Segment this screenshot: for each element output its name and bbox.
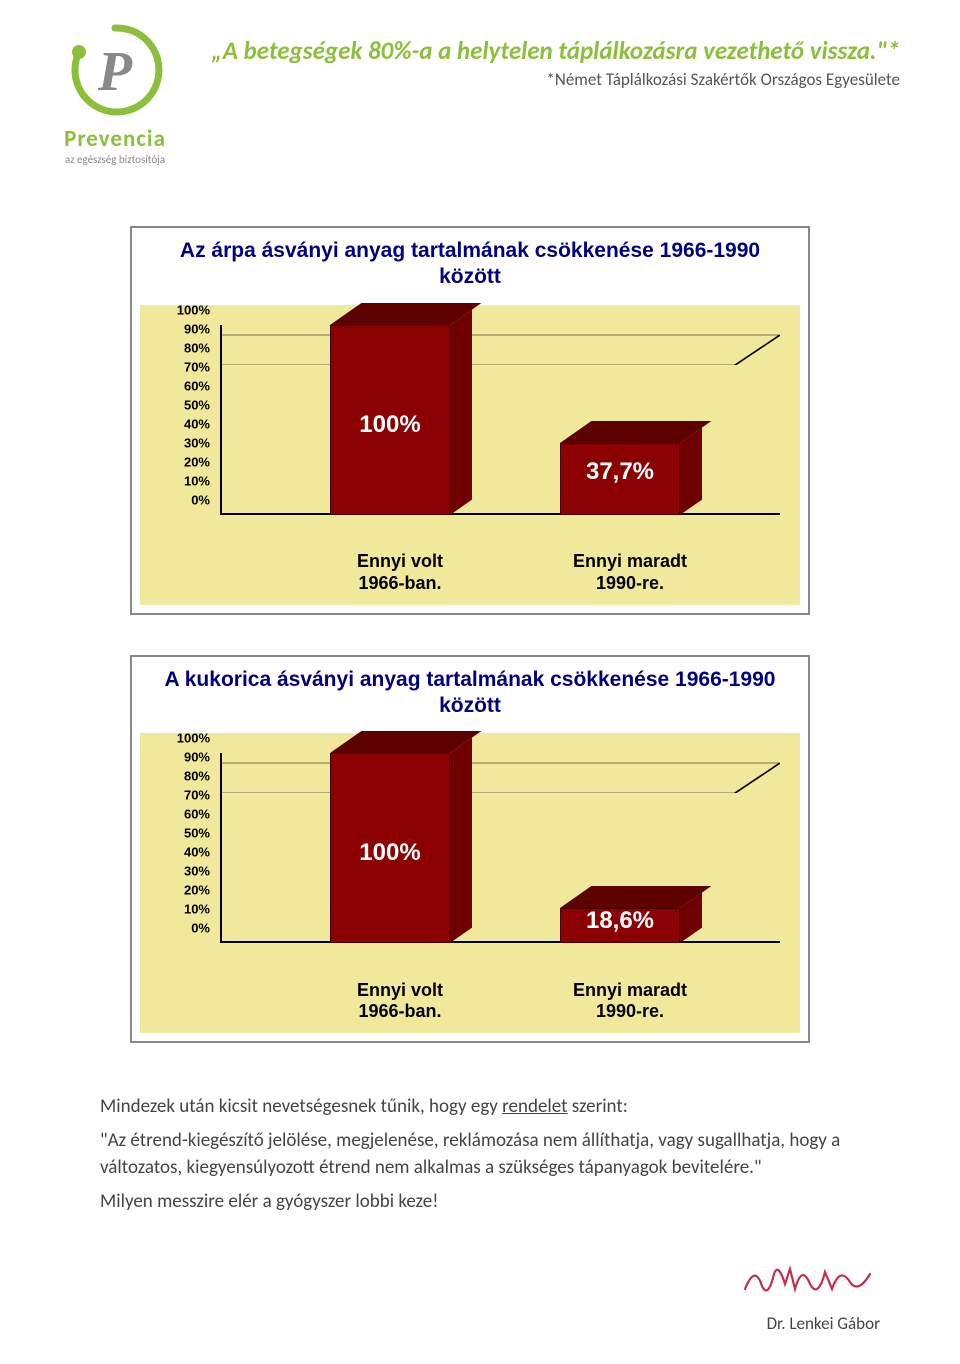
body-intro: Mindezek után kicsit nevetségesnek tűnik… xyxy=(100,1095,502,1118)
y-tick: 90% xyxy=(155,321,210,336)
chart-2: A kukorica ásványi anyag tartalmának csö… xyxy=(130,655,810,1044)
chart-1-plot: 100%37,7% Ennyi volt1966-ban.Ennyi marad… xyxy=(220,325,780,545)
subhead: *Német Táplálkozási Szakértők Országos E… xyxy=(210,69,900,90)
chart-1-yaxis: 0%10%20%30%40%50%60%70%80%90%100% xyxy=(150,325,210,515)
svg-text:P: P xyxy=(97,41,133,103)
y-tick: 90% xyxy=(155,750,210,765)
chart-2-title: A kukorica ásványi anyag tartalmának csö… xyxy=(132,657,808,734)
y-tick: 20% xyxy=(155,454,210,469)
y-tick: 10% xyxy=(155,473,210,488)
y-tick: 0% xyxy=(155,921,210,936)
bar: 100% xyxy=(330,753,450,943)
headline: „A betegségek 80%-a a helytelen táplálko… xyxy=(210,35,900,66)
body-text: Mindezek után kicsit nevetségesnek tűnik… xyxy=(100,1093,860,1215)
body-intro-line: Mindezek után kicsit nevetségesnek tűnik… xyxy=(100,1093,860,1121)
y-tick: 100% xyxy=(155,731,210,746)
y-tick: 0% xyxy=(155,492,210,507)
footer: Dr. Lenkei Gábor xyxy=(740,1254,880,1334)
y-tick: 70% xyxy=(155,359,210,374)
body-closing: Milyen messzire elér a gyógyszer lobbi k… xyxy=(100,1188,860,1216)
logo-tagline: az egészség biztosítója xyxy=(40,153,190,166)
bar-value-label: 100% xyxy=(359,839,420,867)
y-tick: 20% xyxy=(155,883,210,898)
y-tick: 50% xyxy=(155,397,210,412)
logo: P Prevencia az egészség biztosítója xyxy=(40,20,190,166)
x-label: Ennyi volt1966-ban. xyxy=(310,980,490,1023)
chart-2-body: 0% 10% 20% 30% 40% 50% 60% 70% 80% 90% 100% 100% 18… xyxy=(140,733,800,1033)
bar: 18,6% xyxy=(560,908,680,943)
chart-2-plot: 100%18,6% Ennyi volt1966-ban.Ennyi marad… xyxy=(220,753,780,973)
signature-icon xyxy=(740,1254,880,1304)
y-tick: 30% xyxy=(155,435,210,450)
bar-value-label: 100% xyxy=(359,411,420,439)
y-tick: 30% xyxy=(155,864,210,879)
chart-1: Az árpa ásványi anyag tartalmának csökke… xyxy=(130,226,810,615)
bar: 100% xyxy=(330,325,450,515)
y-tick: 70% xyxy=(155,788,210,803)
y-tick: 50% xyxy=(155,826,210,841)
logo-mark: P xyxy=(65,20,165,120)
y-tick: 10% xyxy=(155,902,210,917)
body-after: szerint: xyxy=(567,1095,627,1118)
y-tick: 40% xyxy=(155,416,210,431)
x-label: Ennyi maradt1990-re. xyxy=(540,551,720,594)
bar-value-label: 18,6% xyxy=(586,907,654,935)
x-label: Ennyi volt1966-ban. xyxy=(310,551,490,594)
chart-1-body: 0% 10% 20% 30% 40% 50% 60% 70% 80% 90% 100% 100% 37… xyxy=(140,305,800,605)
y-tick: 60% xyxy=(155,807,210,822)
x-label: Ennyi maradt1990-re. xyxy=(540,980,720,1023)
body-rendelet: rendelet xyxy=(502,1095,567,1118)
body-quote: "Az étrend-kiegészítő jelölése, megjelen… xyxy=(100,1127,860,1182)
y-tick: 100% xyxy=(155,302,210,317)
signature-name: Dr. Lenkei Gábor xyxy=(740,1313,880,1334)
y-tick: 80% xyxy=(155,340,210,355)
page-header: P Prevencia az egészség biztosítója „A b… xyxy=(40,20,900,166)
y-tick: 60% xyxy=(155,378,210,393)
logo-brand-text: Prevencia xyxy=(40,125,190,153)
bar: 37,7% xyxy=(560,443,680,515)
bar-value-label: 37,7% xyxy=(586,458,654,486)
y-tick: 40% xyxy=(155,845,210,860)
chart-1-title: Az árpa ásványi anyag tartalmának csökke… xyxy=(132,228,808,305)
y-tick: 80% xyxy=(155,769,210,784)
chart-2-yaxis: 0%10%20%30%40%50%60%70%80%90%100% xyxy=(150,753,210,943)
